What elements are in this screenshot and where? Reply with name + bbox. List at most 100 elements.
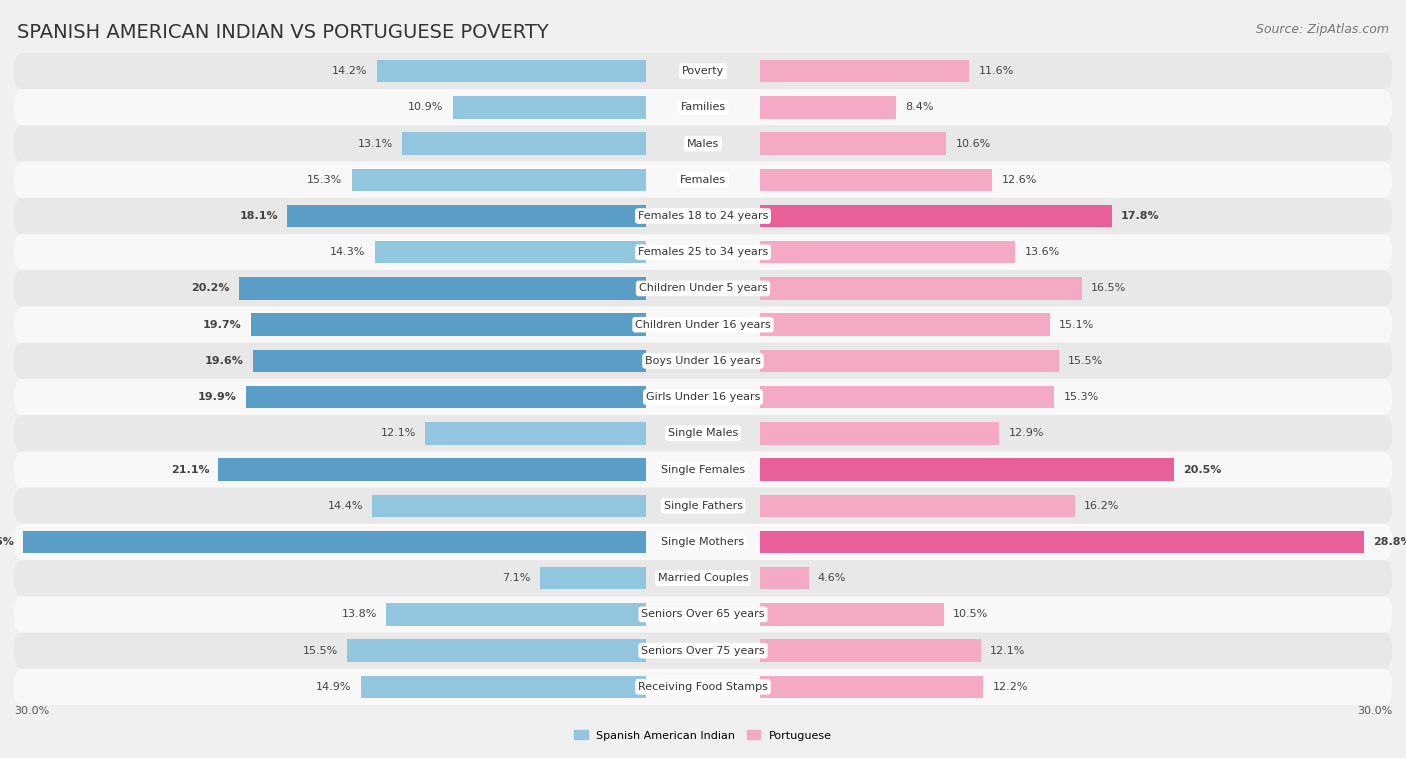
Text: Married Couples: Married Couples — [658, 573, 748, 583]
FancyBboxPatch shape — [14, 632, 1392, 669]
FancyBboxPatch shape — [14, 524, 1392, 560]
Bar — [761, 567, 808, 590]
Bar — [24, 531, 645, 553]
Bar — [761, 422, 1000, 444]
Bar — [374, 241, 645, 264]
Bar — [387, 603, 645, 625]
Bar — [761, 675, 983, 698]
Bar — [540, 567, 645, 590]
Text: Receiving Food Stamps: Receiving Food Stamps — [638, 682, 768, 692]
Text: 30.0%: 30.0% — [14, 706, 49, 716]
Text: 30.0%: 30.0% — [1357, 706, 1392, 716]
Text: Source: ZipAtlas.com: Source: ZipAtlas.com — [1256, 23, 1389, 36]
Bar — [361, 675, 645, 698]
Text: 12.2%: 12.2% — [993, 682, 1028, 692]
Text: Seniors Over 75 years: Seniors Over 75 years — [641, 646, 765, 656]
Text: 13.1%: 13.1% — [357, 139, 392, 149]
Text: Single Males: Single Males — [668, 428, 738, 438]
FancyBboxPatch shape — [14, 487, 1392, 524]
Text: Single Fathers: Single Fathers — [664, 501, 742, 511]
Bar — [761, 96, 896, 118]
Bar — [761, 531, 1364, 553]
Text: 16.2%: 16.2% — [1084, 501, 1119, 511]
Text: 15.3%: 15.3% — [307, 175, 343, 185]
FancyBboxPatch shape — [14, 379, 1392, 415]
Bar — [453, 96, 645, 118]
Text: 14.2%: 14.2% — [332, 66, 368, 76]
Text: 14.4%: 14.4% — [328, 501, 363, 511]
Bar — [246, 386, 645, 409]
Bar — [239, 277, 645, 299]
Bar — [377, 60, 645, 83]
FancyBboxPatch shape — [14, 89, 1392, 126]
FancyBboxPatch shape — [14, 271, 1392, 306]
Text: 7.1%: 7.1% — [502, 573, 531, 583]
Text: 10.9%: 10.9% — [408, 102, 443, 112]
Text: Families: Families — [681, 102, 725, 112]
Bar — [761, 386, 1054, 409]
Text: 16.5%: 16.5% — [1091, 283, 1126, 293]
Bar — [250, 314, 645, 336]
FancyBboxPatch shape — [14, 126, 1392, 161]
FancyBboxPatch shape — [14, 669, 1392, 705]
Text: Children Under 16 years: Children Under 16 years — [636, 320, 770, 330]
FancyBboxPatch shape — [14, 306, 1392, 343]
Bar — [352, 168, 645, 191]
FancyBboxPatch shape — [14, 560, 1392, 597]
Text: 12.6%: 12.6% — [1001, 175, 1036, 185]
Text: Females 18 to 24 years: Females 18 to 24 years — [638, 211, 768, 221]
Bar — [761, 603, 945, 625]
Text: Girls Under 16 years: Girls Under 16 years — [645, 392, 761, 402]
Bar — [761, 640, 981, 662]
Text: 13.8%: 13.8% — [342, 609, 377, 619]
Text: 28.8%: 28.8% — [1374, 537, 1406, 547]
Text: 20.5%: 20.5% — [1182, 465, 1222, 475]
Bar — [761, 205, 1112, 227]
Text: 20.2%: 20.2% — [191, 283, 231, 293]
Legend: Spanish American Indian, Portuguese: Spanish American Indian, Portuguese — [569, 725, 837, 745]
FancyBboxPatch shape — [14, 597, 1392, 632]
Text: 14.9%: 14.9% — [316, 682, 352, 692]
Text: Seniors Over 65 years: Seniors Over 65 years — [641, 609, 765, 619]
Bar — [253, 349, 645, 372]
Text: 14.3%: 14.3% — [330, 247, 366, 257]
Bar — [287, 205, 645, 227]
Text: 4.6%: 4.6% — [818, 573, 846, 583]
Text: 12.1%: 12.1% — [381, 428, 416, 438]
Bar — [347, 640, 645, 662]
FancyBboxPatch shape — [14, 53, 1392, 89]
Bar — [761, 241, 1015, 264]
Bar — [402, 133, 645, 155]
Text: Single Females: Single Females — [661, 465, 745, 475]
FancyBboxPatch shape — [14, 234, 1392, 271]
Text: 21.1%: 21.1% — [170, 465, 209, 475]
Text: 15.1%: 15.1% — [1059, 320, 1094, 330]
Bar — [425, 422, 645, 444]
FancyBboxPatch shape — [14, 415, 1392, 452]
Text: 15.3%: 15.3% — [1063, 392, 1099, 402]
Text: Females: Females — [681, 175, 725, 185]
Text: 17.8%: 17.8% — [1121, 211, 1160, 221]
Text: 15.5%: 15.5% — [302, 646, 337, 656]
Bar — [761, 314, 1050, 336]
Text: 19.9%: 19.9% — [198, 392, 236, 402]
Text: 29.6%: 29.6% — [0, 537, 14, 547]
Text: Poverty: Poverty — [682, 66, 724, 76]
Bar — [761, 349, 1059, 372]
Bar — [761, 459, 1174, 481]
Bar — [761, 60, 969, 83]
Bar — [761, 133, 946, 155]
Text: 19.6%: 19.6% — [205, 356, 243, 366]
Text: 19.7%: 19.7% — [202, 320, 242, 330]
Text: 10.6%: 10.6% — [956, 139, 991, 149]
Bar — [761, 277, 1083, 299]
Text: 18.1%: 18.1% — [239, 211, 278, 221]
Text: Males: Males — [688, 139, 718, 149]
Text: Children Under 5 years: Children Under 5 years — [638, 283, 768, 293]
Bar — [218, 459, 645, 481]
Bar — [761, 168, 993, 191]
Text: 11.6%: 11.6% — [979, 66, 1014, 76]
FancyBboxPatch shape — [14, 343, 1392, 379]
FancyBboxPatch shape — [14, 161, 1392, 198]
FancyBboxPatch shape — [14, 452, 1392, 487]
